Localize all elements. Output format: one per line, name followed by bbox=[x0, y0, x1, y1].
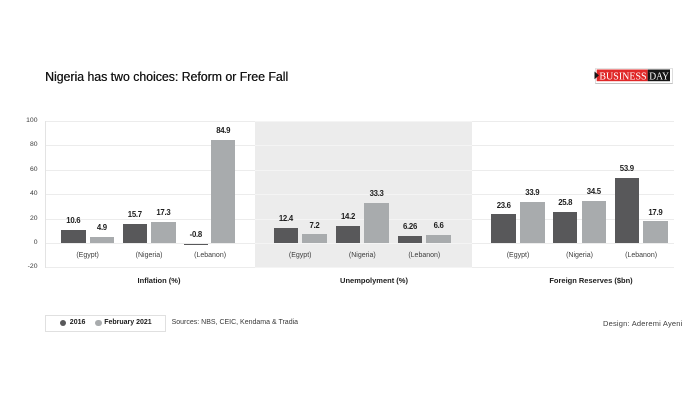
svg-text:DAY: DAY bbox=[649, 71, 669, 83]
svg-text:BUSINESS: BUSINESS bbox=[599, 71, 646, 83]
